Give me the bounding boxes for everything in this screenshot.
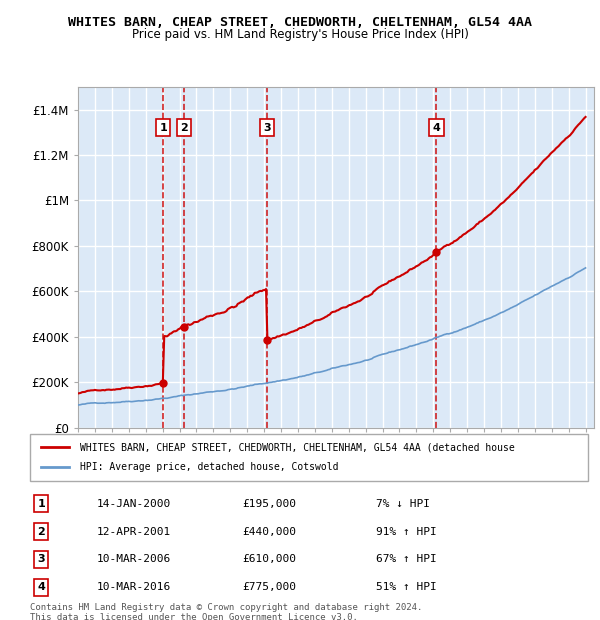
Text: WHITES BARN, CHEAP STREET, CHEDWORTH, CHELTENHAM, GL54 4AA (detached house: WHITES BARN, CHEAP STREET, CHEDWORTH, CH… — [80, 442, 515, 452]
Text: 7% ↓ HPI: 7% ↓ HPI — [376, 498, 430, 508]
Text: 2: 2 — [37, 526, 45, 536]
Text: 10-MAR-2006: 10-MAR-2006 — [97, 554, 171, 564]
Text: £610,000: £610,000 — [242, 554, 296, 564]
Text: £440,000: £440,000 — [242, 526, 296, 536]
Text: 51% ↑ HPI: 51% ↑ HPI — [376, 582, 437, 592]
Text: 12-APR-2001: 12-APR-2001 — [97, 526, 171, 536]
Text: 2: 2 — [181, 123, 188, 133]
Text: 67% ↑ HPI: 67% ↑ HPI — [376, 554, 437, 564]
Text: Contains HM Land Registry data © Crown copyright and database right 2024.
This d: Contains HM Land Registry data © Crown c… — [30, 603, 422, 620]
Text: £195,000: £195,000 — [242, 498, 296, 508]
Text: Price paid vs. HM Land Registry's House Price Index (HPI): Price paid vs. HM Land Registry's House … — [131, 28, 469, 41]
Text: 14-JAN-2000: 14-JAN-2000 — [97, 498, 171, 508]
FancyBboxPatch shape — [30, 434, 588, 481]
Text: 4: 4 — [37, 582, 45, 592]
Text: 91% ↑ HPI: 91% ↑ HPI — [376, 526, 437, 536]
Text: 10-MAR-2016: 10-MAR-2016 — [97, 582, 171, 592]
Text: HPI: Average price, detached house, Cotswold: HPI: Average price, detached house, Cots… — [80, 463, 339, 472]
Text: 3: 3 — [263, 123, 271, 133]
Text: £775,000: £775,000 — [242, 582, 296, 592]
Text: 3: 3 — [37, 554, 45, 564]
Text: 1: 1 — [160, 123, 167, 133]
Text: 4: 4 — [433, 123, 440, 133]
Text: WHITES BARN, CHEAP STREET, CHEDWORTH, CHELTENHAM, GL54 4AA: WHITES BARN, CHEAP STREET, CHEDWORTH, CH… — [68, 16, 532, 29]
Text: 1: 1 — [37, 498, 45, 508]
